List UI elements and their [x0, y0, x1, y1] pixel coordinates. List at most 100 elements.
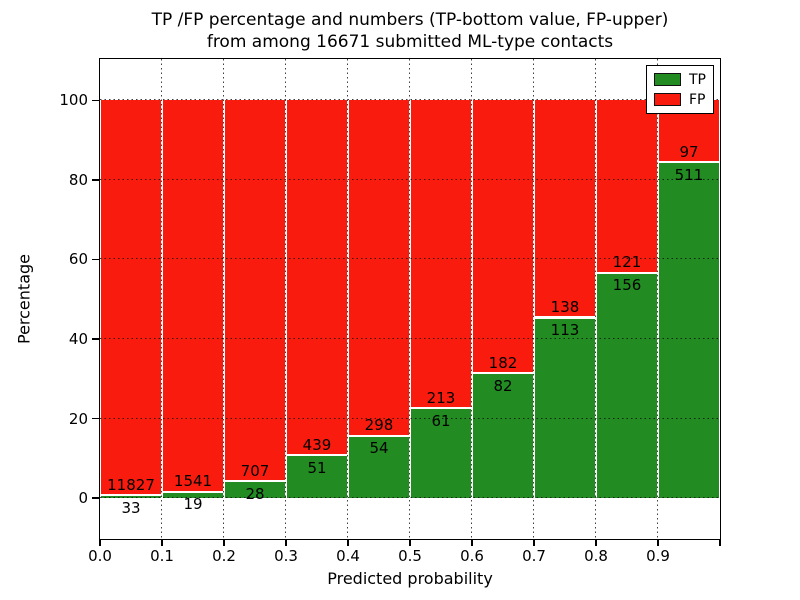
bar-segment-tp-0: [100, 496, 161, 498]
gridline-v-0.6: [471, 58, 472, 539]
bar-segment-tp-2: [224, 482, 285, 498]
bar-segment-tp-9: [658, 163, 719, 498]
bar-segment-tp-1: [162, 492, 223, 498]
x-tick-0.1: [161, 539, 163, 546]
gridline-v-0.2: [223, 58, 224, 539]
x-tick-0.2: [223, 539, 225, 546]
bar-seam-5: [410, 407, 471, 409]
bar-seam-6: [472, 372, 533, 375]
y-axis-label: Percentage: [14, 253, 34, 345]
legend-swatch-fp-icon: [654, 93, 681, 106]
bar-segment-tp-7: [534, 318, 595, 498]
bar-segment-fp-7: [534, 99, 595, 317]
y-tick-label-80: 80: [68, 170, 88, 189]
bar-seam-9: [658, 161, 719, 164]
bar-segment-fp-4: [348, 99, 409, 435]
bar-segment-tp-3: [286, 456, 347, 498]
x-tick-0.6: [471, 539, 473, 546]
bar-label-tp-1: 19: [183, 495, 203, 514]
gridline-v-0.5: [409, 58, 410, 539]
bar-seam-4: [348, 434, 409, 437]
bar-seam-1: [162, 490, 223, 493]
bar-seam-2: [224, 480, 285, 483]
bar-label-fp-7: 138: [550, 298, 580, 316]
bar-label-tp-4: 54: [369, 439, 389, 458]
y-tick-label-100: 100: [59, 91, 88, 110]
bar-label-tp-6: 82: [493, 376, 513, 395]
x-tick-0: [99, 539, 101, 546]
legend-entry-tp: TP: [654, 71, 706, 88]
chart-title: TP /FP percentage and numbers (TP-bottom…: [100, 9, 720, 53]
legend-swatch-tp-icon: [654, 73, 681, 86]
x-tick-1: [719, 539, 721, 546]
x-tick-0.5: [409, 539, 411, 546]
y-tick-60: [92, 258, 99, 261]
chart-title-line1: TP /FP percentage and numbers (TP-bottom…: [151, 10, 669, 30]
x-tick-0.7: [533, 539, 535, 546]
bar-label-tp-8: 156: [612, 276, 642, 295]
bar-segment-tp-8: [596, 273, 657, 498]
bar-seam-7: [534, 316, 595, 319]
legend-entry-fp: FP: [654, 91, 706, 108]
x-tick-0.4: [347, 539, 349, 546]
legend-label-fp: FP: [689, 91, 706, 108]
x-tick-label-0.6: 0.6: [460, 547, 484, 565]
bar-segment-fp-6: [472, 99, 533, 372]
gridline-v-0.3: [285, 58, 286, 539]
bar-label-fp-6: 182: [488, 353, 518, 372]
bar-seam-8: [596, 271, 657, 274]
gridline-v-0.4: [347, 58, 348, 539]
chart-title-line2: from among 16671 submitted ML-type conta…: [206, 32, 614, 52]
bar-seam-3: [286, 454, 347, 457]
gridline-v-0.8: [595, 58, 596, 539]
y-tick-40: [92, 338, 99, 340]
bar-label-fp-9: 97: [679, 142, 699, 161]
x-tick-0.8: [595, 539, 597, 546]
x-tick-label-0.1: 0.1: [150, 547, 174, 565]
bar-label-tp-0: 33: [121, 498, 141, 517]
bar-segment-tp-6: [472, 374, 533, 498]
bar-segment-fp-0: [100, 99, 161, 495]
x-tick-label-0.8: 0.8: [584, 547, 608, 565]
bar-segment-tp-4: [348, 436, 409, 498]
x-axis-label: Predicted probability: [327, 569, 493, 588]
bar-label-tp-9: 511: [674, 165, 704, 184]
bar-segment-fp-8: [596, 99, 657, 272]
bar-segment-fp-5: [410, 99, 471, 407]
gridline-v-0.9: [657, 58, 658, 539]
legend: TP FP: [646, 65, 714, 114]
bar-segment-tp-5: [410, 409, 471, 498]
y-tick-20: [92, 417, 99, 420]
bar-label-tp-7: 113: [550, 321, 580, 339]
gridline-v-0.1: [161, 58, 162, 539]
y-tick-label-20: 20: [68, 409, 88, 428]
bar-label-fp-5: 213: [426, 388, 456, 407]
gridline-v-0.7: [533, 58, 534, 539]
y-tick-label-0: 0: [78, 489, 88, 508]
y-tick-label-40: 40: [68, 329, 88, 348]
x-tick-label-0.3: 0.3: [274, 547, 298, 565]
bar-label-tp-3: 51: [307, 458, 327, 477]
bar-label-fp-4: 298: [364, 416, 394, 435]
x-tick-label-0.0: 0.0: [88, 547, 112, 565]
x-tick-label-0.7: 0.7: [522, 547, 546, 565]
x-tick-label-0.5: 0.5: [398, 547, 422, 565]
bar-segment-fp-2: [224, 99, 285, 481]
bar-label-fp-2: 707: [240, 461, 270, 480]
bar-segment-fp-1: [162, 99, 223, 491]
bar-label-fp-3: 439: [302, 435, 332, 454]
bar-seam-0: [100, 494, 161, 497]
bar-label-tp-2: 28: [245, 484, 265, 503]
x-tick-0.9: [657, 539, 659, 546]
bar-segment-fp-3: [286, 99, 347, 455]
legend-label-tp: TP: [689, 71, 706, 88]
bar-label-fp-1: 1541: [173, 472, 213, 491]
y-tick-80: [92, 179, 99, 181]
y-tick-label-60: 60: [68, 250, 88, 269]
x-tick-label-0.2: 0.2: [212, 547, 236, 565]
x-tick-label-0.4: 0.4: [336, 547, 360, 565]
bar-label-tp-5: 61: [431, 411, 451, 430]
x-tick-0.3: [285, 539, 287, 546]
plot-area: [98, 57, 721, 540]
